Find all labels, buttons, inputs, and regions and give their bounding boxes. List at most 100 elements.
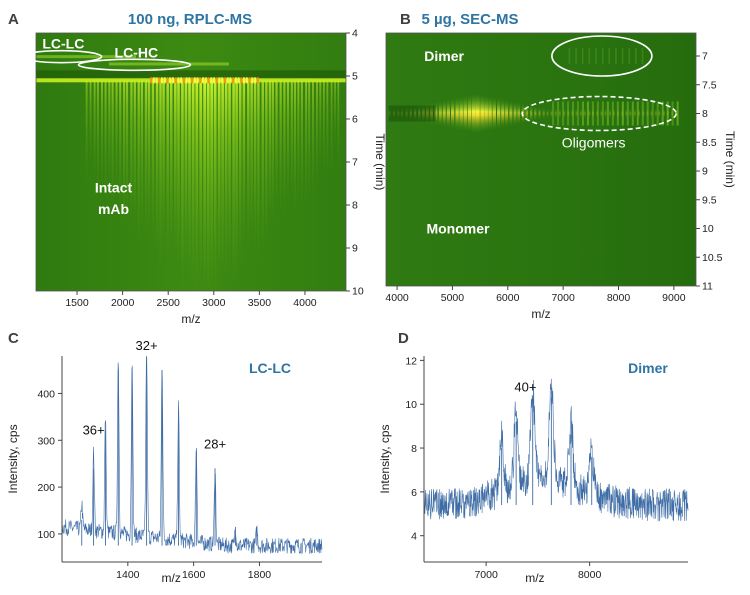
x-tick-label: 7000 bbox=[551, 292, 575, 304]
y-axis-label: Intensity, cps bbox=[6, 424, 20, 493]
charge-streak bbox=[188, 80, 191, 281]
annotation-label: Intact bbox=[95, 180, 133, 196]
charge-streak bbox=[100, 80, 103, 193]
lc-lc-ellipse bbox=[20, 49, 103, 64]
charge-streak bbox=[210, 80, 214, 291]
oligomer-streak bbox=[656, 101, 659, 126]
charge-streak bbox=[169, 80, 173, 259]
panel-letter-b: B bbox=[400, 11, 411, 28]
charge-streak bbox=[108, 80, 111, 192]
x-tick-label: 5000 bbox=[441, 292, 465, 304]
band-hotspot bbox=[185, 77, 188, 84]
charge-streak bbox=[151, 80, 155, 242]
band-hotspot bbox=[229, 77, 232, 84]
charge-streak bbox=[393, 108, 396, 119]
charge-streak bbox=[459, 96, 463, 131]
band-hotspot bbox=[237, 77, 240, 84]
dimer-streak bbox=[568, 48, 571, 64]
charge-streak bbox=[438, 100, 442, 127]
band-hotspot bbox=[248, 77, 251, 84]
charge-streak bbox=[492, 97, 496, 130]
charge-streak bbox=[334, 80, 336, 150]
x-axis-label: m/z bbox=[525, 571, 544, 585]
band-hotspot bbox=[174, 77, 177, 84]
charge-streak bbox=[567, 108, 570, 119]
y-tick-label: 7.5 bbox=[702, 79, 717, 91]
charge-streak bbox=[130, 80, 133, 230]
charge-streak bbox=[467, 94, 472, 133]
charge-streak bbox=[529, 105, 533, 122]
dimer-label: Dimer bbox=[424, 48, 464, 64]
charge-streak bbox=[140, 80, 144, 231]
charge-streak bbox=[271, 80, 274, 225]
charge-streak bbox=[286, 80, 290, 208]
charge-streak bbox=[290, 80, 293, 203]
charge-label: 40+ bbox=[514, 380, 536, 395]
x-axis-label: m/z bbox=[162, 571, 181, 585]
charge-streak bbox=[144, 80, 148, 235]
charge-label: 28+ bbox=[204, 436, 226, 451]
charge-streak bbox=[308, 80, 311, 204]
charge-streak bbox=[181, 80, 184, 291]
dimer-streak bbox=[601, 48, 604, 64]
charge-streak bbox=[337, 80, 340, 173]
annotation-label: LC-HC bbox=[115, 44, 159, 60]
x-tick-label: 9000 bbox=[662, 292, 686, 304]
spectrum-trace bbox=[423, 378, 689, 522]
charge-streak bbox=[242, 80, 246, 251]
charge-streak bbox=[496, 98, 501, 129]
charge-streak bbox=[330, 80, 333, 174]
y-tick-label: 10 bbox=[702, 223, 714, 235]
spectrum-d bbox=[423, 378, 689, 522]
oligomer-streak bbox=[562, 101, 565, 126]
oligomer-streak bbox=[586, 101, 589, 126]
x-tick-label: 2500 bbox=[157, 297, 181, 309]
charge-streak bbox=[604, 108, 607, 119]
charge-streak bbox=[471, 94, 476, 133]
oligomer-streak bbox=[671, 101, 674, 126]
charge-streak bbox=[671, 108, 674, 119]
band-hotspot bbox=[160, 77, 164, 84]
y-tick-label: 12 bbox=[405, 355, 417, 367]
lc-hc-ellipse bbox=[77, 58, 192, 72]
y-tick-label: 7 bbox=[352, 157, 358, 169]
charge-streak bbox=[217, 80, 221, 288]
charge-streak bbox=[442, 100, 446, 127]
charge-streak bbox=[430, 102, 433, 125]
oligomers-label: Oligomers bbox=[562, 134, 626, 150]
band-hotspot bbox=[207, 77, 210, 84]
plot-frame bbox=[385, 32, 697, 287]
x-axis-label: m/z bbox=[531, 307, 550, 321]
band-hotspot bbox=[158, 77, 161, 84]
charge-streak bbox=[326, 80, 329, 180]
oligomer-streak bbox=[666, 101, 669, 126]
charge-streak bbox=[475, 93, 480, 134]
charge-streak bbox=[228, 80, 231, 277]
charge-streak bbox=[525, 104, 529, 123]
band-hotspot bbox=[196, 77, 199, 84]
charge-streak bbox=[596, 108, 599, 119]
panel-b-title: 5 µg, SEC-MS bbox=[422, 11, 519, 28]
charge-streak bbox=[177, 80, 180, 271]
charge-streak bbox=[542, 107, 545, 120]
band-hotspot bbox=[253, 77, 257, 84]
y-tick-label: 100 bbox=[37, 529, 55, 541]
charge-streak bbox=[111, 80, 114, 210]
charge-streak bbox=[261, 80, 264, 255]
charge-streak bbox=[654, 108, 657, 119]
charge-streak bbox=[322, 80, 325, 178]
charge-streak bbox=[546, 108, 549, 119]
charge-streak bbox=[155, 80, 159, 254]
y-axis-label: Time (min) bbox=[373, 134, 387, 191]
charge-streak bbox=[305, 80, 308, 208]
charge-streak bbox=[123, 80, 126, 225]
charge-streak bbox=[397, 108, 400, 119]
oligomer-streak bbox=[611, 101, 614, 126]
charge-streak bbox=[206, 80, 210, 291]
panel-d: D Dimer 7000 8000 4 6 8 10 12 m/z Intensity, cps… bbox=[378, 330, 689, 585]
x-tick-label: 2000 bbox=[111, 297, 135, 309]
charge-streak bbox=[133, 80, 136, 230]
band-hotspot bbox=[149, 77, 153, 84]
charge-streak bbox=[162, 80, 165, 253]
lc-lc-band bbox=[36, 55, 136, 59]
